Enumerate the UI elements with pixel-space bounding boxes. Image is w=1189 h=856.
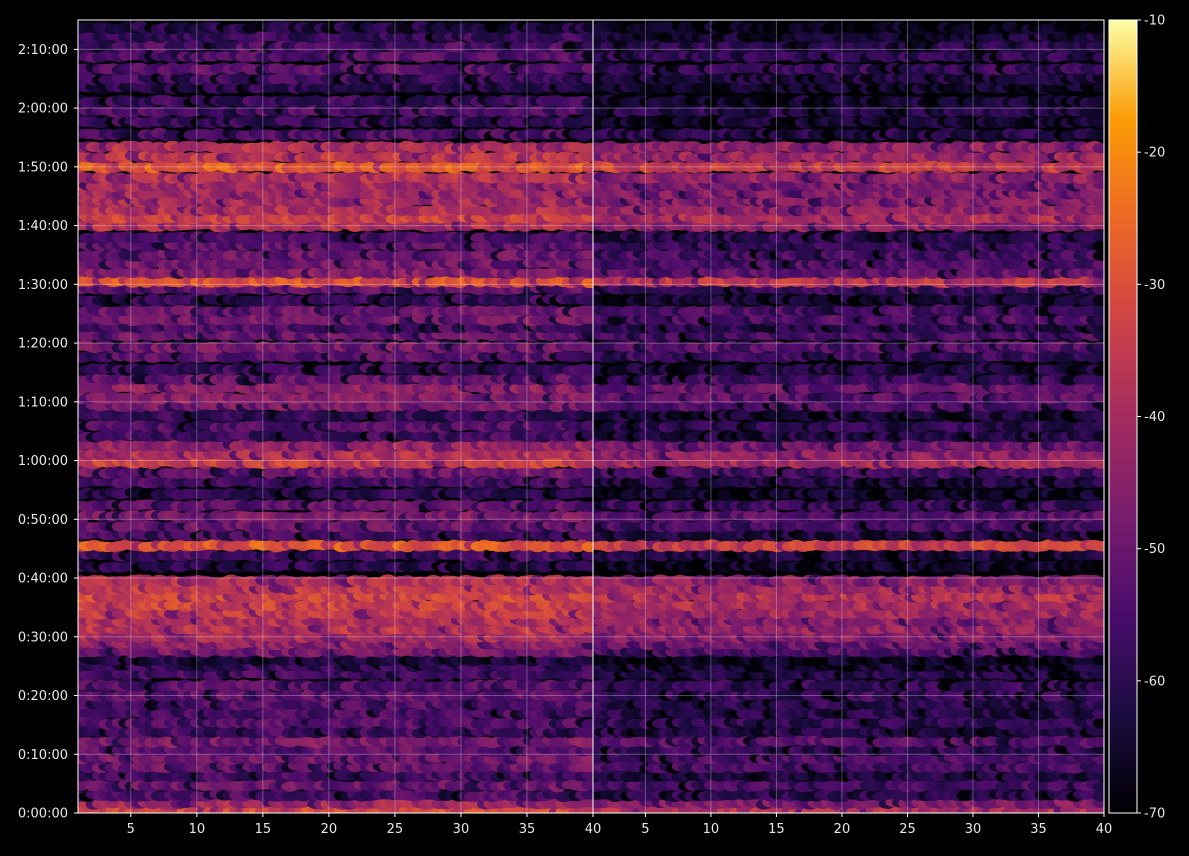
heat-cell [581,681,593,692]
heat-cell [581,762,593,773]
heat-cell [581,691,593,703]
heat-cell [581,770,593,781]
heat-panel-left [78,20,593,813]
heat-cell [581,632,593,644]
heat-cell [581,520,593,532]
heat-cell [581,487,593,498]
heat-cell [581,745,593,756]
heat-cell [581,501,593,512]
heat-cell [581,541,593,553]
heat-cell [581,575,593,587]
heat-cell [581,591,593,602]
heat-cell [581,550,593,561]
heat-cell [581,727,593,738]
heat-cell [581,450,593,461]
heat-cell [581,779,593,790]
heat-cell [581,561,593,572]
heat-cell [581,719,593,730]
heat-cell [581,530,593,542]
heat-layer [78,20,1104,813]
heat-cell [581,607,593,619]
heat-cell [581,511,593,522]
heat-cell [581,466,593,478]
heat-cell [581,789,593,800]
heat-cell [581,737,593,748]
heat-cell [581,475,593,487]
